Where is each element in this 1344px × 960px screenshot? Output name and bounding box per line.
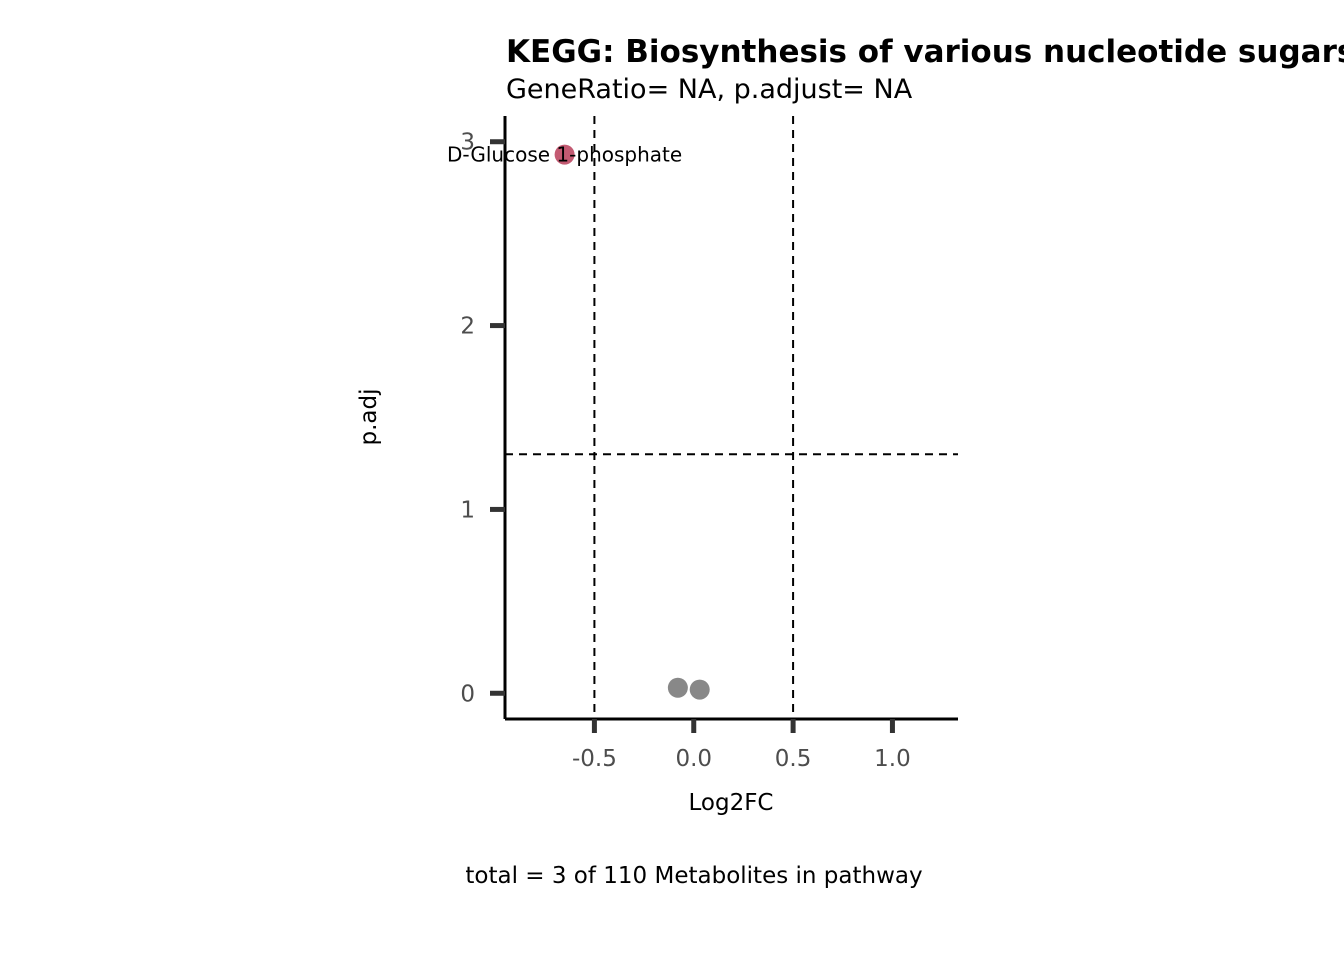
point-label: D-Glucose 1-phosphate [447,143,682,167]
data-point [667,677,688,698]
y-tick-label: 1 [460,497,475,523]
y-tick-label: 0 [460,681,475,707]
y-axis-ticks: 0 1 2 3 [460,130,505,707]
y-tick-label: 3 [460,130,475,156]
x-tick-label: -0.5 [572,746,617,772]
y-tick-label: 2 [460,314,475,340]
x-tick-label: 0.5 [775,746,812,772]
x-axis-ticks: -0.5 0.0 0.5 1.0 [572,719,911,772]
x-tick-label: 1.0 [874,746,911,772]
reference-lines [505,116,958,719]
x-axis-title: Log2FC [688,790,773,816]
data-points [554,144,710,700]
chart-subtitle: GeneRatio= NA, p.adjust= NA [506,74,913,105]
point-labels: D-Glucose 1-phosphate [447,143,682,167]
x-tick-label: 0.0 [675,746,712,772]
chart-title: KEGG: Biosynthesis of various nucleotide… [506,34,1344,70]
data-point [554,144,575,165]
data-point [689,679,710,700]
chart-caption: total = 3 of 110 Metabolites in pathway [465,863,922,889]
y-axis-title: p.adj [356,389,382,446]
